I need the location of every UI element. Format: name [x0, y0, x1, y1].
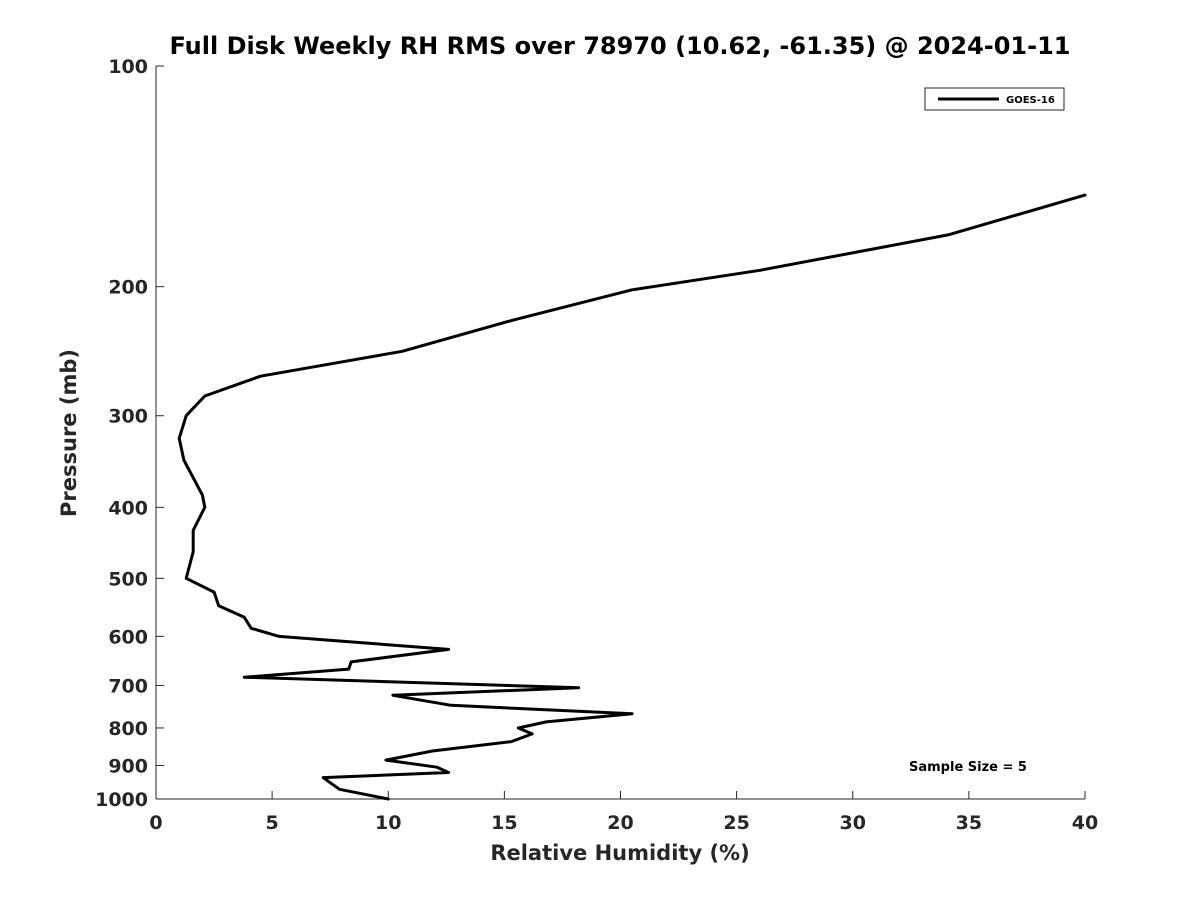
x-tick-label: 35 — [956, 812, 982, 834]
y-tick-label: 300 — [108, 406, 148, 428]
x-tick-label: 10 — [375, 812, 401, 834]
y-tick-label: 700 — [108, 675, 148, 697]
chart-title: Full Disk Weekly RH RMS over 78970 (10.6… — [169, 32, 1070, 60]
legend: GOES-16 — [924, 87, 1065, 111]
x-tick-label: 20 — [607, 812, 633, 834]
x-axis-ticks: 0 5 10 15 20 25 30 35 40 — [149, 791, 1098, 834]
y-axis-label: Pressure (mb) — [57, 349, 81, 517]
y-tick-label: 500 — [108, 568, 148, 590]
x-tick-label: 25 — [723, 812, 749, 834]
series-layer — [177, 193, 1087, 801]
y-tick-label: 600 — [108, 626, 148, 648]
sample-size-annotation: Sample Size = 5 — [909, 760, 1027, 775]
y-tick-label: 200 — [108, 277, 148, 299]
series-line-goes-16 — [177, 193, 1087, 801]
plot-axes — [155, 66, 1085, 800]
y-tick-label: 800 — [108, 718, 148, 740]
x-tick-label: 40 — [1072, 812, 1098, 834]
x-tick-label: 15 — [491, 812, 517, 834]
legend-label-goes-16: GOES-16 — [1006, 95, 1055, 106]
x-tick-label: 30 — [840, 812, 866, 834]
x-tick-label: 5 — [266, 812, 279, 834]
y-tick-label: 900 — [108, 755, 148, 777]
y-tick-label: 100 — [108, 56, 148, 78]
x-tick-label: 0 — [149, 812, 162, 834]
x-axis-label: Relative Humidity (%) — [490, 841, 749, 865]
y-axis-ticks: 100 200 300 400 500 600 700 800 900 1000 — [95, 56, 164, 811]
y-tick-label: 1000 — [95, 789, 148, 811]
y-tick-label: 400 — [108, 497, 148, 519]
